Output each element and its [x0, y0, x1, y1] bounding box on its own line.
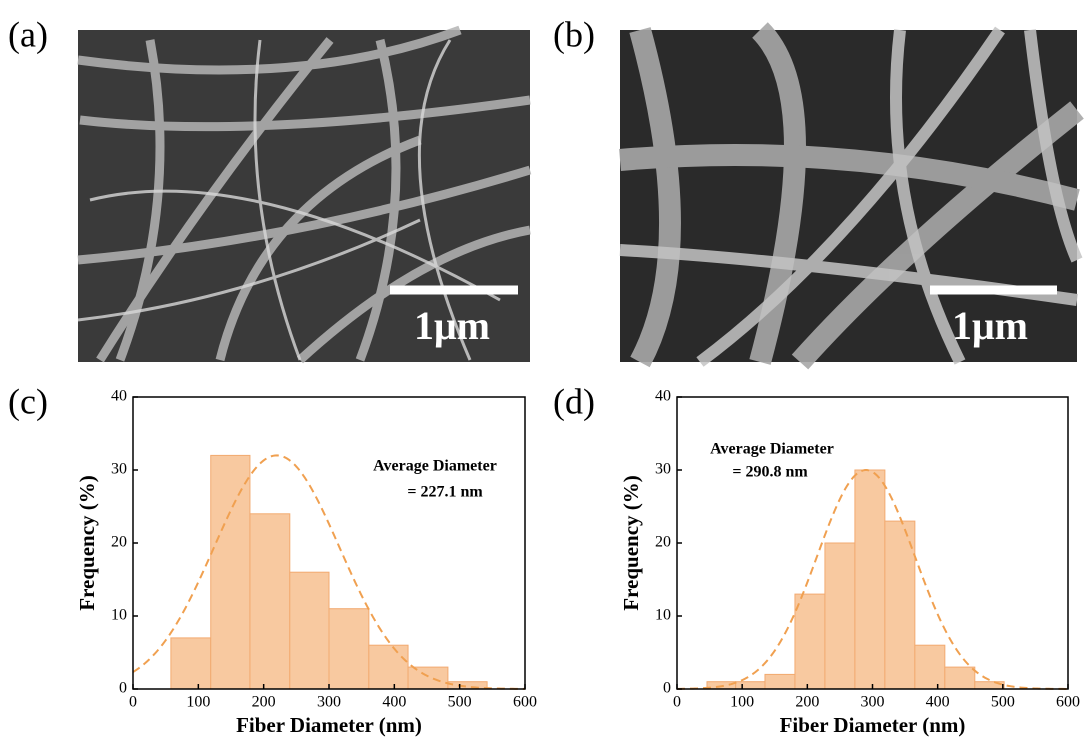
x-tick-label: 0 — [673, 694, 681, 711]
sem-image-a — [77, 25, 532, 364]
bar — [328, 608, 370, 690]
bar — [944, 666, 976, 690]
bar — [407, 666, 449, 690]
bar — [289, 571, 330, 690]
panel-label: (a) — [8, 14, 48, 54]
y-axis-label: Frequency (%) — [619, 475, 643, 611]
y-tick-label: 20 — [111, 534, 127, 551]
y-tick-label: 0 — [663, 680, 671, 697]
panel-label: (c) — [8, 381, 48, 421]
y-tick-label: 20 — [655, 534, 671, 551]
bar — [794, 593, 826, 690]
x-tick-label: 100 — [186, 694, 210, 711]
y-tick-label: 10 — [111, 607, 127, 624]
x-tick-label: 400 — [926, 694, 950, 711]
bar — [170, 637, 212, 690]
bar — [914, 644, 946, 690]
annotation: Average Diameter — [373, 458, 497, 475]
bar — [824, 542, 856, 690]
bar — [735, 681, 766, 690]
x-tick-label: 400 — [382, 694, 406, 711]
x-tick-label: 600 — [513, 694, 537, 711]
y-tick-label: 40 — [111, 388, 127, 405]
sem-image-b — [619, 22, 1084, 370]
scale-bar-label: 1μm — [414, 303, 490, 348]
bar — [210, 454, 251, 690]
x-tick-label: 100 — [730, 694, 754, 711]
y-axis-label: Frequency (%) — [75, 475, 99, 611]
bar — [854, 469, 886, 690]
bar — [368, 644, 409, 690]
x-tick-label: 200 — [795, 694, 819, 711]
annotation: = 227.1 nm — [407, 484, 483, 501]
fit-curve — [676, 469, 1068, 690]
scale-bar-label: 1μm — [952, 303, 1028, 348]
x-axis-label: Fiber Diameter (nm) — [780, 713, 966, 737]
y-tick-label: 30 — [111, 461, 127, 478]
bar — [447, 681, 488, 690]
y-tick-label: 40 — [655, 388, 671, 405]
bar — [884, 520, 916, 690]
x-tick-label: 300 — [317, 694, 341, 711]
x-tick-label: 300 — [861, 694, 885, 711]
x-axis-label: Fiber Diameter (nm) — [236, 713, 422, 737]
panel-label: (d) — [553, 381, 595, 421]
annotation: = 290.8 nm — [732, 464, 808, 481]
bar — [764, 673, 796, 690]
panel-label: (b) — [553, 14, 595, 54]
y-tick-label: 0 — [119, 680, 127, 697]
x-tick-label: 200 — [252, 694, 276, 711]
annotation: Average Diameter — [710, 441, 834, 458]
x-tick-label: 500 — [991, 694, 1015, 711]
y-tick-label: 30 — [655, 461, 671, 478]
x-tick-label: 500 — [448, 694, 472, 711]
x-tick-label: 600 — [1056, 694, 1080, 711]
y-tick-label: 10 — [655, 607, 671, 624]
bar — [249, 513, 291, 690]
x-tick-label: 0 — [129, 694, 137, 711]
